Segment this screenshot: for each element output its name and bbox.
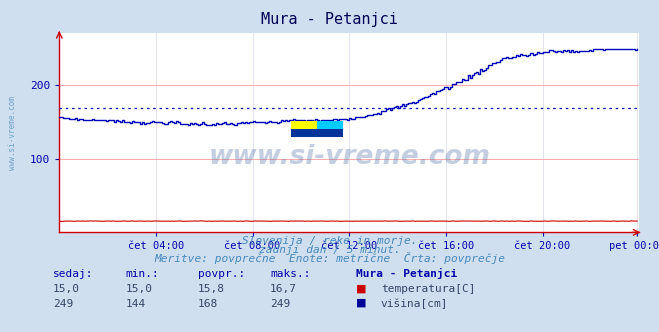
Text: 15,0: 15,0 bbox=[125, 284, 152, 294]
Text: Mura - Petanjci: Mura - Petanjci bbox=[261, 12, 398, 27]
FancyBboxPatch shape bbox=[291, 121, 318, 137]
Text: 15,0: 15,0 bbox=[53, 284, 80, 294]
FancyBboxPatch shape bbox=[318, 121, 343, 137]
Text: maks.:: maks.: bbox=[270, 269, 310, 279]
Text: ■: ■ bbox=[356, 283, 366, 293]
Text: temperatura[C]: temperatura[C] bbox=[381, 284, 475, 294]
Text: 249: 249 bbox=[270, 299, 291, 309]
Text: min.:: min.: bbox=[125, 269, 159, 279]
Text: višina[cm]: višina[cm] bbox=[381, 299, 448, 309]
Text: 144: 144 bbox=[125, 299, 146, 309]
Text: www.si-vreme.com: www.si-vreme.com bbox=[208, 144, 490, 170]
FancyBboxPatch shape bbox=[291, 129, 343, 137]
Text: sedaj:: sedaj: bbox=[53, 269, 93, 279]
Text: Mura - Petanjci: Mura - Petanjci bbox=[356, 268, 457, 279]
Text: Slovenija / reke in morje.: Slovenija / reke in morje. bbox=[242, 236, 417, 246]
Text: 16,7: 16,7 bbox=[270, 284, 297, 294]
Text: 15,8: 15,8 bbox=[198, 284, 225, 294]
Text: povpr.:: povpr.: bbox=[198, 269, 245, 279]
Text: 168: 168 bbox=[198, 299, 218, 309]
Text: ■: ■ bbox=[356, 298, 366, 308]
Text: www.si-vreme.com: www.si-vreme.com bbox=[8, 96, 17, 170]
Text: Meritve: povprečne  Enote: metrične  Črta: povprečje: Meritve: povprečne Enote: metrične Črta:… bbox=[154, 252, 505, 264]
Text: 249: 249 bbox=[53, 299, 73, 309]
Text: zadnji dan / 5 minut.: zadnji dan / 5 minut. bbox=[258, 245, 401, 255]
